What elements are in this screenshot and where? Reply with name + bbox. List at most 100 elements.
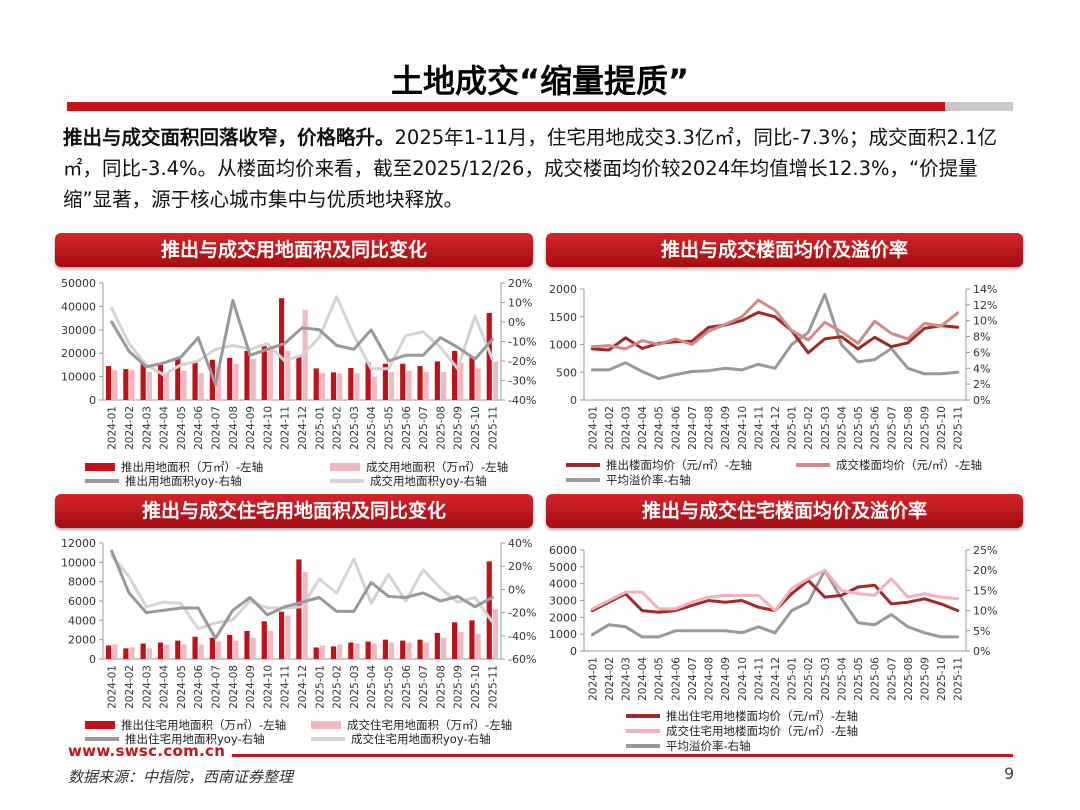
bar-launch — [157, 363, 164, 400]
bar-launch — [192, 361, 198, 400]
category-label: 2025-01 — [787, 406, 799, 450]
series-line — [110, 549, 494, 640]
category-label: 2024-03 — [141, 665, 153, 709]
category-label: 2025-04 — [366, 665, 378, 709]
bar-launch — [105, 645, 112, 659]
series-line — [110, 295, 494, 377]
category-label: 2024-12 — [770, 406, 782, 450]
bar-transaction — [440, 371, 447, 400]
bar-transaction — [129, 370, 135, 400]
bar-launch — [365, 362, 371, 400]
right-tick-label: 10% — [973, 605, 997, 618]
bar-launch — [296, 356, 302, 400]
category-label: 2025-02 — [332, 406, 344, 450]
page-title: 土地成交“缩量提质” — [390, 62, 690, 100]
right-tick-label: 15% — [973, 584, 997, 597]
bar-transaction — [302, 572, 308, 659]
bar-launch — [227, 634, 233, 659]
website-url[interactable]: www.swsc.com.cn — [68, 742, 226, 760]
bar-launch — [330, 646, 337, 659]
bar-transaction — [233, 640, 239, 659]
bar-launch — [486, 312, 492, 400]
left-tick-label: 1000 — [549, 628, 577, 641]
bar-launch — [175, 640, 181, 659]
category-label: 2024-01 — [107, 406, 119, 450]
category-label: 2024-02 — [604, 657, 616, 701]
bar-launch — [175, 358, 181, 400]
bar-launch — [261, 621, 267, 659]
category-label: 2024-11 — [753, 406, 765, 450]
bar-transaction — [492, 361, 499, 400]
legend-item: 推出用地面积（万㎡）-左轴 — [85, 459, 263, 475]
legend-item: 平均溢价率-右轴 — [626, 738, 751, 754]
category-label: 2024-10 — [737, 406, 749, 450]
chart-residential-area: 0 2000 4000 6000 8000 10000 12000 -60% -40% -20% 0… — [61, 537, 536, 709]
category-label: 2025-07 — [418, 406, 430, 450]
category-label: 2025-08 — [435, 406, 447, 450]
left-tick-label: 10000 — [61, 556, 96, 569]
bar-transaction — [146, 648, 152, 659]
bar-transaction — [458, 631, 464, 659]
category-label: 2024-09 — [245, 406, 257, 450]
category-label: 2024-11 — [753, 657, 765, 701]
bar-transaction — [112, 644, 118, 659]
right-tick-label: -40% — [508, 630, 536, 643]
bar-launch — [469, 620, 475, 659]
right-tick-label: -40% — [508, 394, 536, 407]
bar-transaction — [371, 376, 377, 400]
bar-launch — [244, 630, 250, 659]
bar-launch — [400, 640, 406, 659]
left-tick-label: 1500 — [549, 311, 577, 324]
bar-transaction — [406, 642, 412, 659]
right-tick-label: 0% — [508, 316, 525, 329]
legend-item: 成交住宅用地面积yoy-右轴 — [311, 731, 491, 747]
left-tick-label: 500 — [556, 366, 577, 379]
category-label: 2024-10 — [262, 406, 274, 450]
category-label: 2024-12 — [297, 665, 309, 709]
bar-launch — [261, 346, 267, 400]
legend-item: 成交住宅用地面积（万㎡）-左轴 — [311, 717, 512, 733]
category-label: 2025-08 — [903, 657, 915, 701]
category-label: 2024-10 — [737, 657, 749, 701]
legend-item: 推出用地面积yoy-右轴 — [85, 473, 242, 489]
bar-transaction — [181, 644, 187, 659]
bar-transaction — [475, 368, 481, 400]
category-label: 2024-05 — [654, 657, 666, 701]
category-label: 2024-02 — [124, 406, 136, 450]
category-label: 2025-09 — [919, 406, 931, 450]
bar-transaction — [164, 644, 170, 659]
bar-launch — [296, 559, 302, 659]
right-tick-label: 40% — [508, 537, 532, 550]
left-tick-label: 5000 — [549, 561, 577, 574]
category-label: 2024-04 — [637, 657, 649, 701]
bar-transaction — [319, 373, 325, 400]
chart-residential-price: 0 1000 2000 3000 4000 5000 6000 0% 5% 10% 15% 20% 25… — [549, 544, 997, 701]
category-label: 2024-08 — [704, 657, 716, 701]
category-label: 2024-07 — [210, 665, 222, 709]
bar-transaction — [233, 363, 239, 400]
category-label: 2025-10 — [936, 406, 948, 450]
legend-item: 成交楼面均价（元/㎡）-左轴 — [796, 457, 982, 473]
bar-transaction — [337, 644, 343, 659]
lead-paragraph: 推出与成交面积回落收窄，价格略升。2025年1-11月，住宅用地成交3.3亿㎡，… — [63, 122, 1023, 215]
legend-4: 推出住宅用地楼面均价（元/㎡）-左轴 成交住宅用地楼面均价（元/㎡）-左轴 平均… — [626, 708, 1016, 754]
bar-launch — [279, 298, 285, 400]
right-tick-label: 20% — [508, 277, 532, 290]
category-label: 2025-06 — [870, 657, 882, 701]
right-tick-label: 6% — [973, 346, 990, 359]
series-line — [590, 568, 960, 639]
category-label: 2025-06 — [401, 406, 413, 450]
category-label: 2024-07 — [687, 657, 699, 701]
lead-bold: 推出与成交面积回落收窄，价格略升。 — [63, 126, 395, 149]
bar-transaction — [164, 372, 170, 400]
category-label: 2025-05 — [853, 657, 865, 701]
bar-launch — [348, 367, 354, 400]
category-label: 2025-01 — [787, 657, 799, 701]
series-line — [590, 293, 960, 381]
category-label: 2025-03 — [820, 406, 832, 450]
category-label: 2024-04 — [159, 406, 171, 450]
bar-transaction — [146, 371, 152, 400]
left-tick-label: 2000 — [549, 611, 577, 624]
bar-transaction — [285, 350, 291, 400]
right-tick-label: -60% — [508, 653, 536, 666]
